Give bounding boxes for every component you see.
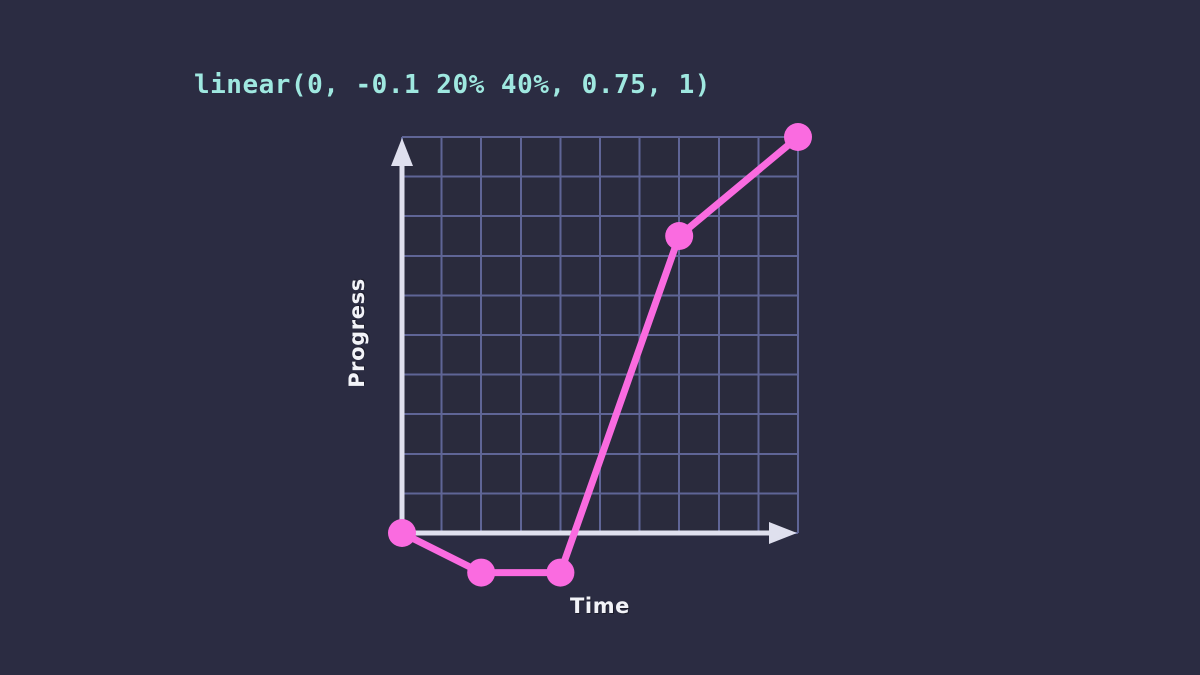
axis-lines — [399, 152, 782, 536]
curve-point — [388, 519, 416, 547]
y-axis-arrowhead — [391, 138, 413, 166]
chart-title: linear(0, -0.1 20% 40%, 0.75, 1) — [194, 70, 711, 100]
curve-point-markers — [388, 123, 812, 587]
curve-point — [546, 558, 575, 587]
x-axis-label-text: Time — [569, 594, 631, 618]
curve-point — [467, 558, 496, 587]
curve-point — [784, 123, 812, 151]
x-axis-label: Time — [0, 594, 1200, 618]
grid-horizontal-lines — [402, 136, 798, 534]
y-axis-label: Progress — [345, 278, 369, 388]
x-axis-arrowhead — [769, 522, 797, 544]
curve-point — [665, 222, 694, 250]
